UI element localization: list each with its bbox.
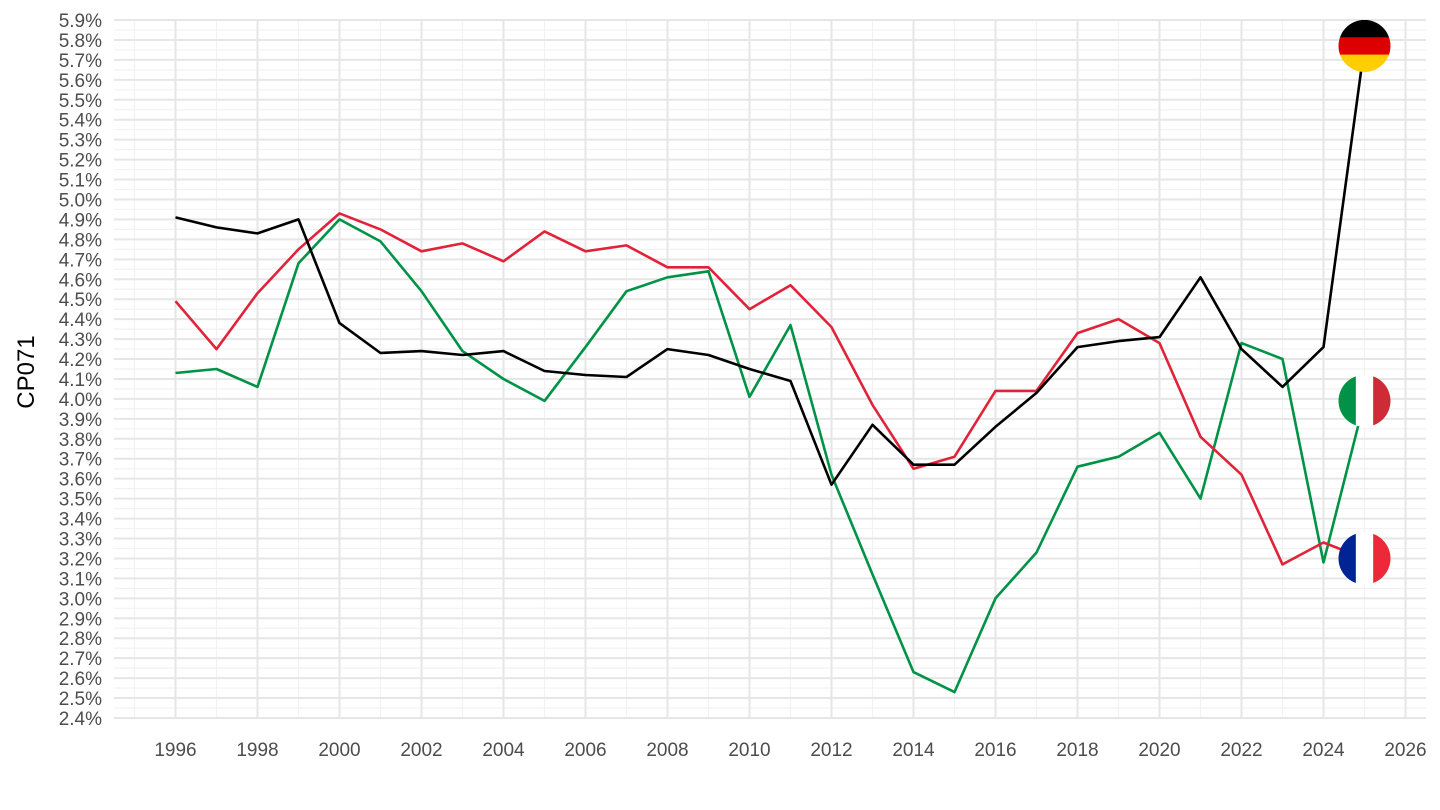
italy-flag-icon xyxy=(1338,374,1391,427)
x-axis-ticks: 1996 1998 2000 2002 2004 2006 2008 2010 2012 2014… xyxy=(154,740,1426,761)
x-tick-label: 2002 xyxy=(400,740,442,761)
y-tick-label: 3.9% xyxy=(59,410,102,431)
y-tick-label: 2.5% xyxy=(59,689,102,710)
y-tick-label: 2.6% xyxy=(59,669,102,690)
y-tick-label: 5.8% xyxy=(59,31,102,52)
y-tick-label: 2.7% xyxy=(59,649,102,670)
x-tick-label: 2016 xyxy=(974,740,1016,761)
y-axis-ticks: 2.4%2.5%2.6%2.7%2.8%2.9%3.0%3.1%3.2%3.3%… xyxy=(59,11,102,730)
france-flag-icon xyxy=(1338,532,1391,585)
x-tick-label: 2008 xyxy=(646,740,688,761)
x-tick-label: 2006 xyxy=(564,740,606,761)
series-line xyxy=(175,218,1366,694)
y-tick-label: 4.7% xyxy=(59,250,102,271)
y-tick-label: 5.0% xyxy=(59,190,102,211)
x-tick-label: 2000 xyxy=(318,740,360,761)
y-tick-label: 4.0% xyxy=(59,390,102,411)
y-tick-label: 4.4% xyxy=(59,310,102,331)
x-tick-label: 1996 xyxy=(154,740,196,761)
series-line xyxy=(174,212,1365,566)
y-tick-label: 3.7% xyxy=(59,450,102,471)
series-layer xyxy=(174,45,1366,694)
x-tick-label: 2004 xyxy=(482,740,525,761)
grid xyxy=(114,19,1426,719)
y-tick-label: 4.1% xyxy=(59,370,102,391)
y-tick-label: 5.7% xyxy=(59,51,102,72)
y-tick-label: 3.4% xyxy=(59,510,102,531)
series-line xyxy=(175,45,1366,487)
y-tick-label: 4.2% xyxy=(59,350,102,371)
x-tick-label: 2010 xyxy=(728,740,770,761)
x-tick-label: 1998 xyxy=(236,740,278,761)
x-tick-label: 2020 xyxy=(1138,740,1180,761)
germany-flag-icon xyxy=(1338,19,1391,72)
y-tick-label: 2.4% xyxy=(59,709,102,730)
y-tick-label: 5.9% xyxy=(59,11,102,32)
y-tick-label: 4.5% xyxy=(59,290,102,311)
y-tick-label: 3.2% xyxy=(59,549,102,570)
y-tick-label: 5.5% xyxy=(59,91,102,112)
y-tick-label: 2.9% xyxy=(59,609,102,630)
y-tick-label: 3.8% xyxy=(59,430,102,451)
x-tick-label: 2024 xyxy=(1302,740,1345,761)
x-tick-label: 2014 xyxy=(892,740,935,761)
x-tick-label: 2018 xyxy=(1056,740,1098,761)
y-tick-label: 4.9% xyxy=(59,210,102,231)
y-tick-label: 3.5% xyxy=(59,490,102,511)
y-tick-label: 3.0% xyxy=(59,589,102,610)
y-tick-label: 5.6% xyxy=(59,71,102,92)
y-tick-label: 4.6% xyxy=(59,270,102,291)
x-tick-label: 2012 xyxy=(810,740,852,761)
y-axis-title: CP071 xyxy=(13,335,40,408)
flag-layer xyxy=(1338,19,1391,585)
y-tick-label: 3.1% xyxy=(59,569,102,590)
y-tick-label: 5.2% xyxy=(59,151,102,172)
y-tick-label: 3.3% xyxy=(59,530,102,551)
y-tick-label: 3.6% xyxy=(59,470,102,491)
x-tick-label: 2026 xyxy=(1384,740,1426,761)
x-tick-label: 2022 xyxy=(1220,740,1262,761)
y-tick-label: 4.8% xyxy=(59,230,102,251)
y-tick-label: 5.4% xyxy=(59,111,102,132)
y-tick-label: 5.3% xyxy=(59,131,102,152)
y-tick-label: 5.1% xyxy=(59,171,102,192)
y-tick-label: 2.8% xyxy=(59,629,102,650)
y-tick-label: 4.3% xyxy=(59,330,102,351)
